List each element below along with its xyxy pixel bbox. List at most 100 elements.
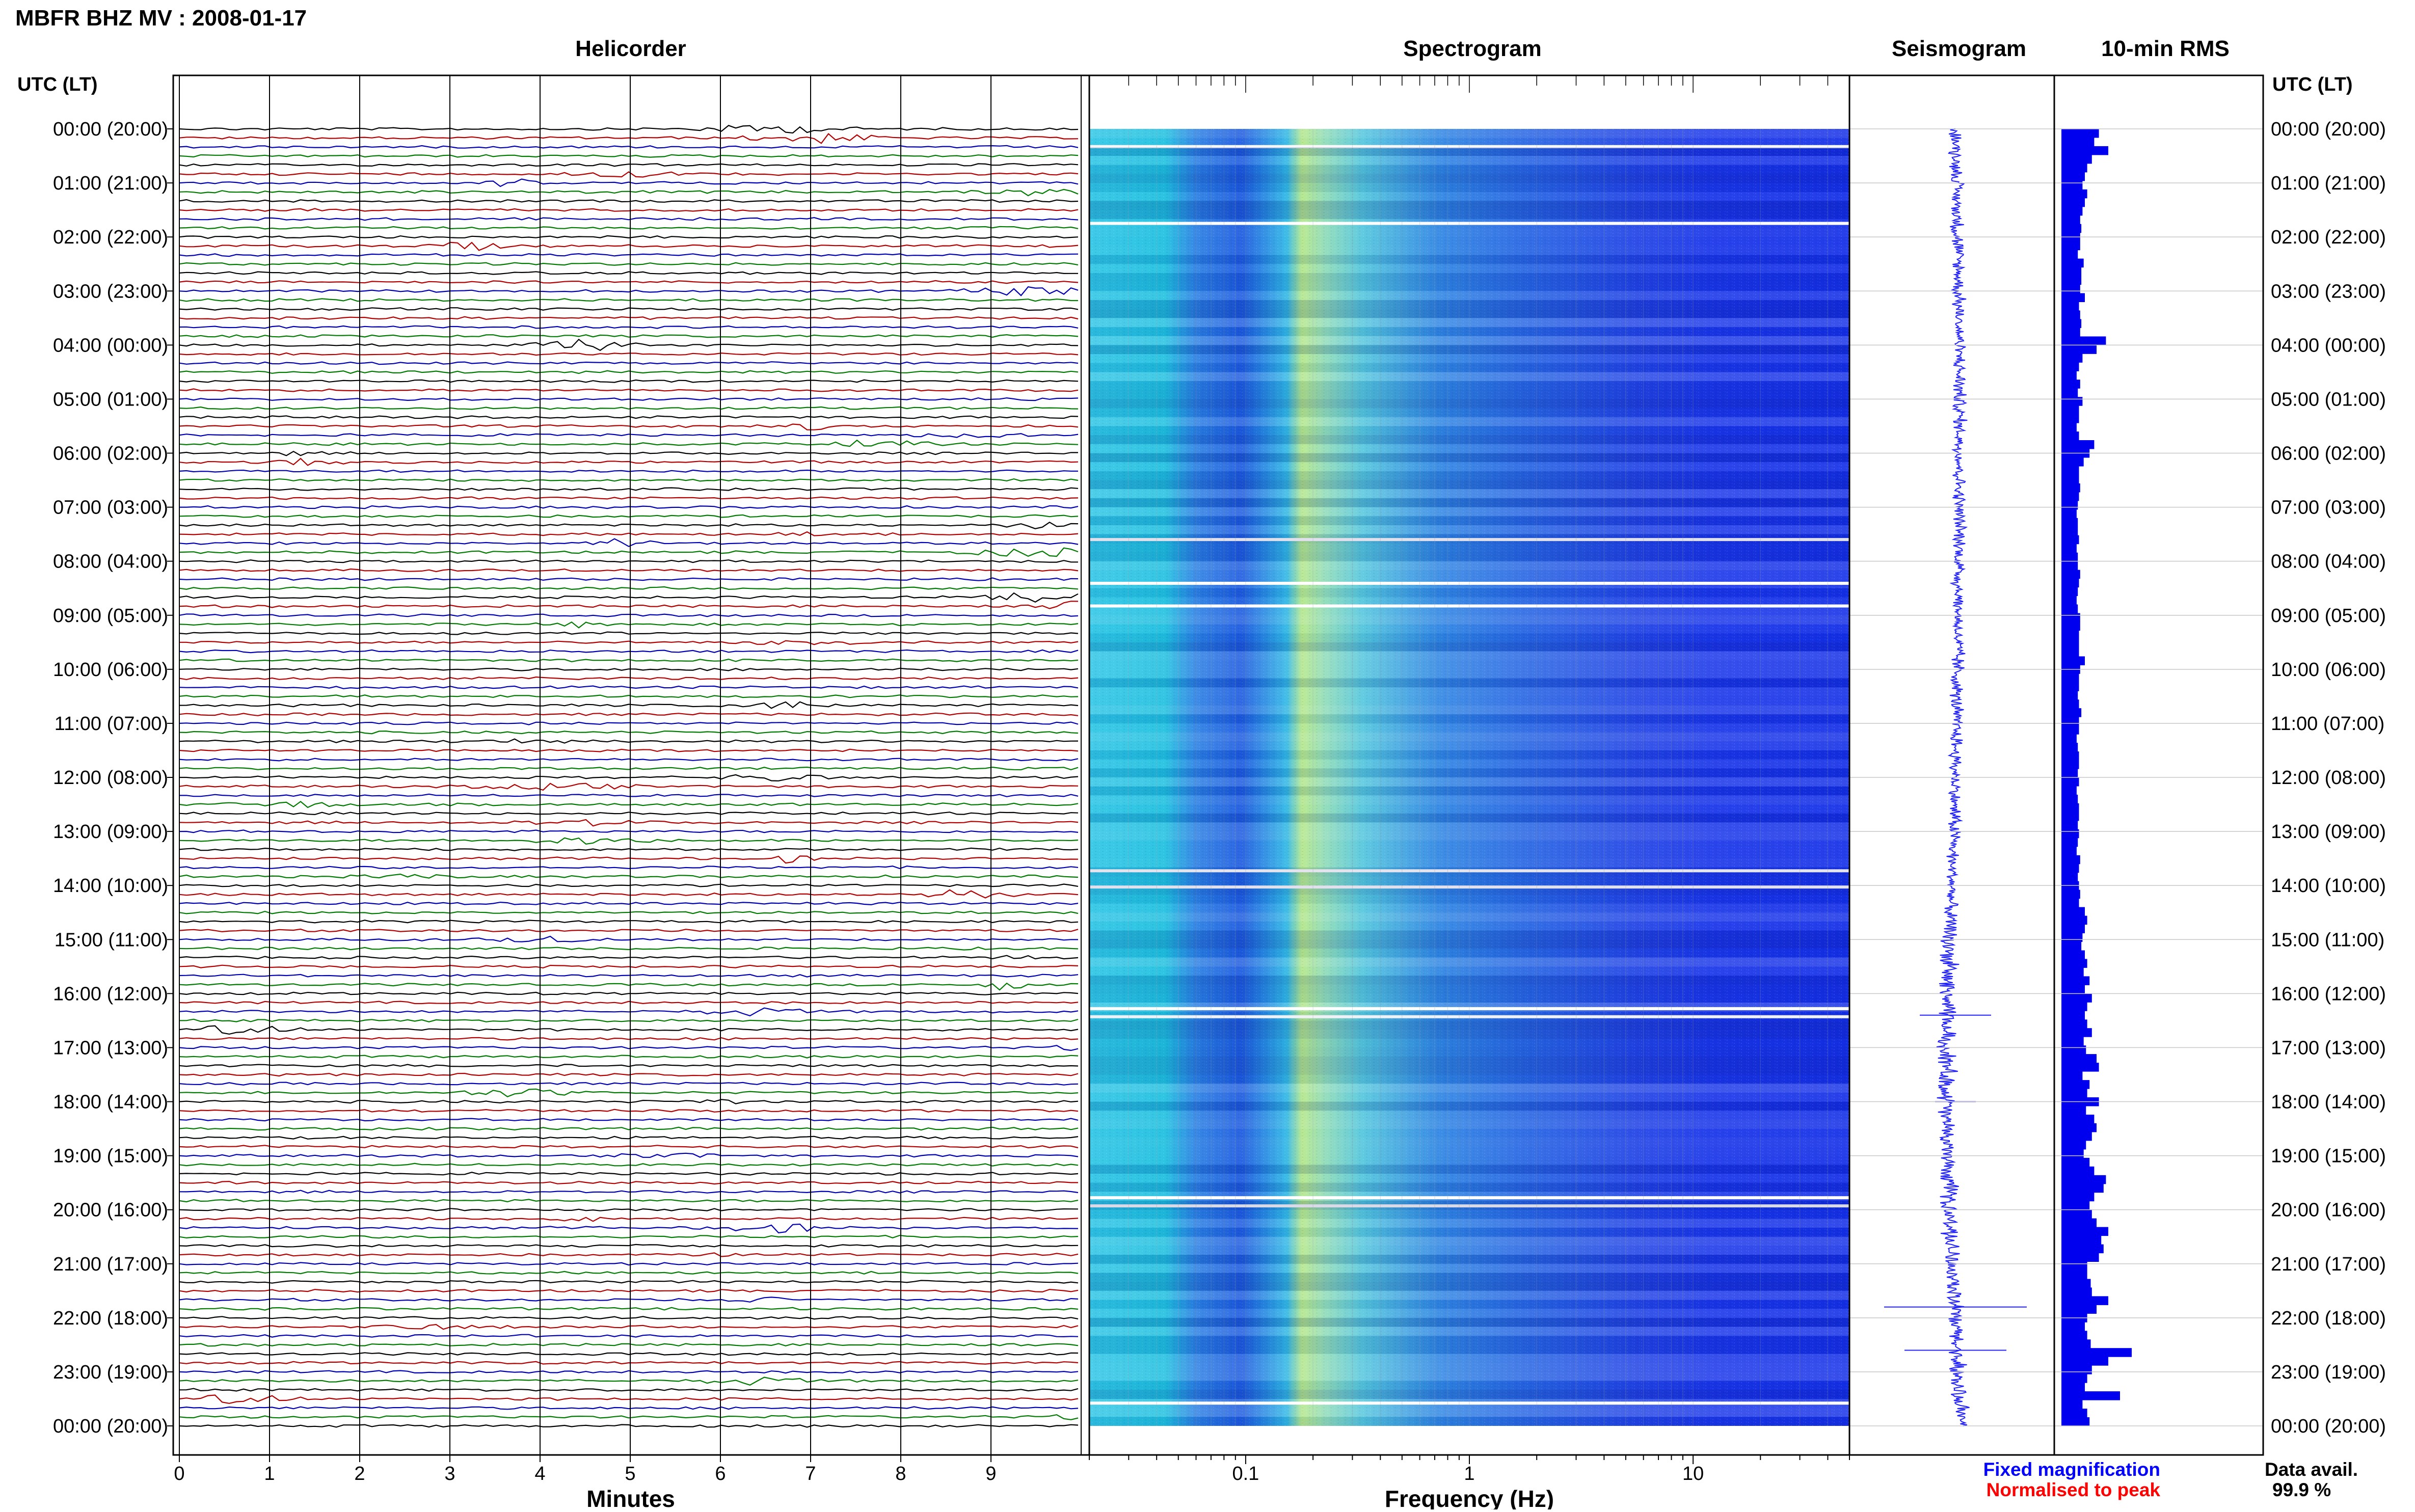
rms-bar bbox=[2061, 596, 2077, 605]
rms-bar bbox=[2061, 985, 2085, 994]
helicorder-trace bbox=[179, 1109, 1079, 1113]
helicorder-heading: Helicorder bbox=[575, 36, 686, 61]
spectrogram-row bbox=[1090, 1047, 1849, 1057]
helicorder-trace bbox=[179, 855, 1079, 864]
rms-bar bbox=[2061, 846, 2077, 856]
helicorder-trace bbox=[179, 361, 1079, 365]
helicorder-trace bbox=[179, 397, 1079, 401]
helicorder-trace bbox=[179, 1424, 1079, 1428]
helicorder-trace bbox=[179, 178, 1079, 187]
helicorder-trace bbox=[179, 487, 1079, 491]
helicorder-trace bbox=[179, 782, 1079, 791]
helicorder-trace bbox=[179, 423, 1079, 430]
rms-bar bbox=[2061, 1063, 2099, 1072]
rms-bar bbox=[2061, 1339, 2091, 1348]
helicorder-trace bbox=[179, 1163, 1079, 1167]
helicorder-trace bbox=[179, 1001, 1079, 1005]
time-label-left: 03:00 (23:00) bbox=[53, 281, 168, 302]
rms-bar bbox=[2061, 682, 2079, 691]
spectrogram-row bbox=[1090, 759, 1849, 769]
spectrogram-row bbox=[1090, 606, 1849, 615]
spectrogram-row bbox=[1090, 480, 1849, 490]
spectrogram-row bbox=[1090, 1263, 1849, 1273]
rms-frame bbox=[2053, 74, 2264, 1456]
rms-bar bbox=[2061, 613, 2080, 622]
rms-bar bbox=[2061, 354, 2083, 363]
spectrogram-row bbox=[1090, 1057, 1849, 1066]
time-label-right: 17:00 (13:00) bbox=[2271, 1037, 2386, 1059]
spectrogram-row bbox=[1090, 1317, 1849, 1327]
time-label-left: 12:00 (08:00) bbox=[53, 767, 168, 789]
freq-tick-label: 0.1 bbox=[1232, 1463, 1259, 1484]
rms-bar bbox=[2061, 1089, 2087, 1098]
rms-bar bbox=[2061, 967, 2084, 977]
spectrogram-row bbox=[1090, 1020, 1849, 1030]
time-label-left: 15:00 (11:00) bbox=[55, 929, 168, 951]
spectrogram-gap bbox=[1089, 1196, 1849, 1200]
minute-tick-label: 6 bbox=[715, 1463, 726, 1484]
spectrogram-row bbox=[1090, 705, 1849, 715]
helicorder-trace bbox=[179, 262, 1079, 266]
rms-bar bbox=[2061, 146, 2108, 155]
spectrogram-row bbox=[1090, 219, 1849, 228]
rms-bar bbox=[2061, 1417, 2090, 1426]
minute-tick-label: 1 bbox=[264, 1463, 275, 1484]
spectrogram-row bbox=[1090, 552, 1849, 561]
spectrogram-gap bbox=[1089, 885, 1849, 889]
spectrogram-row bbox=[1090, 228, 1849, 237]
spectrogram-row bbox=[1090, 534, 1849, 544]
helicorder-trace bbox=[179, 154, 1079, 158]
rms-bar bbox=[2061, 1201, 2090, 1210]
spectrogram-row bbox=[1090, 750, 1849, 760]
rms-bar bbox=[2061, 561, 2078, 571]
spectrogram-row bbox=[1090, 471, 1849, 480]
helicorder-trace bbox=[179, 738, 1079, 744]
helicorder-trace bbox=[179, 1208, 1079, 1212]
rms-bar bbox=[2061, 699, 2079, 709]
spectrogram-row bbox=[1090, 273, 1849, 282]
rms-bar bbox=[2061, 725, 2079, 735]
time-label-left: 20:00 (16:00) bbox=[53, 1200, 168, 1221]
time-label-right: 00:00 (20:00) bbox=[2271, 119, 2386, 140]
spectrogram-row bbox=[1090, 1092, 1849, 1102]
spectrogram-gap bbox=[1089, 582, 1849, 585]
spectrogram-row bbox=[1090, 804, 1849, 814]
helicorder-trace bbox=[179, 721, 1079, 725]
rms-bar bbox=[2061, 276, 2082, 285]
data-availability-value: 99.9 % bbox=[2272, 1479, 2331, 1500]
time-label-right: 04:00 (00:00) bbox=[2271, 335, 2386, 356]
spectrogram-row bbox=[1090, 210, 1849, 219]
rms-bar bbox=[2061, 1209, 2092, 1219]
spectrogram-row bbox=[1090, 246, 1849, 255]
rms-bar bbox=[2061, 172, 2085, 181]
helicorder-trace bbox=[179, 1352, 1079, 1356]
helicorder-trace bbox=[179, 496, 1079, 500]
helicorder-trace bbox=[179, 352, 1079, 356]
rms-bar bbox=[2061, 786, 2077, 795]
spectrogram-row bbox=[1090, 1030, 1849, 1039]
rms-bar bbox=[2061, 241, 2080, 251]
spectrogram-row bbox=[1090, 1065, 1849, 1075]
rms-bar bbox=[2061, 959, 2087, 968]
rms-bar bbox=[2061, 751, 2079, 761]
spectrogram-row bbox=[1090, 633, 1849, 642]
rms-bar bbox=[2061, 371, 2077, 380]
helicorder-trace bbox=[179, 601, 1079, 609]
spectrogram-row bbox=[1090, 876, 1849, 886]
spectrogram-row bbox=[1090, 453, 1849, 463]
rms-bar bbox=[2061, 1270, 2087, 1279]
helicorder-trace bbox=[179, 631, 1079, 635]
rms-bar bbox=[2061, 397, 2083, 406]
minute-tick-label: 8 bbox=[895, 1463, 906, 1484]
helicorder-trace bbox=[179, 1037, 1079, 1041]
time-label-right: 11:00 (07:00) bbox=[2271, 713, 2384, 735]
helicorder-trace bbox=[179, 1288, 1079, 1293]
rms-bar bbox=[2061, 250, 2078, 259]
helicorder-trace bbox=[179, 145, 1079, 149]
rms-bar bbox=[2061, 1080, 2090, 1089]
helicorder-trace bbox=[179, 1262, 1079, 1266]
helicorder-trace bbox=[179, 1271, 1079, 1275]
spectrogram-row bbox=[1090, 156, 1849, 165]
spectrogram-row bbox=[1090, 976, 1849, 985]
